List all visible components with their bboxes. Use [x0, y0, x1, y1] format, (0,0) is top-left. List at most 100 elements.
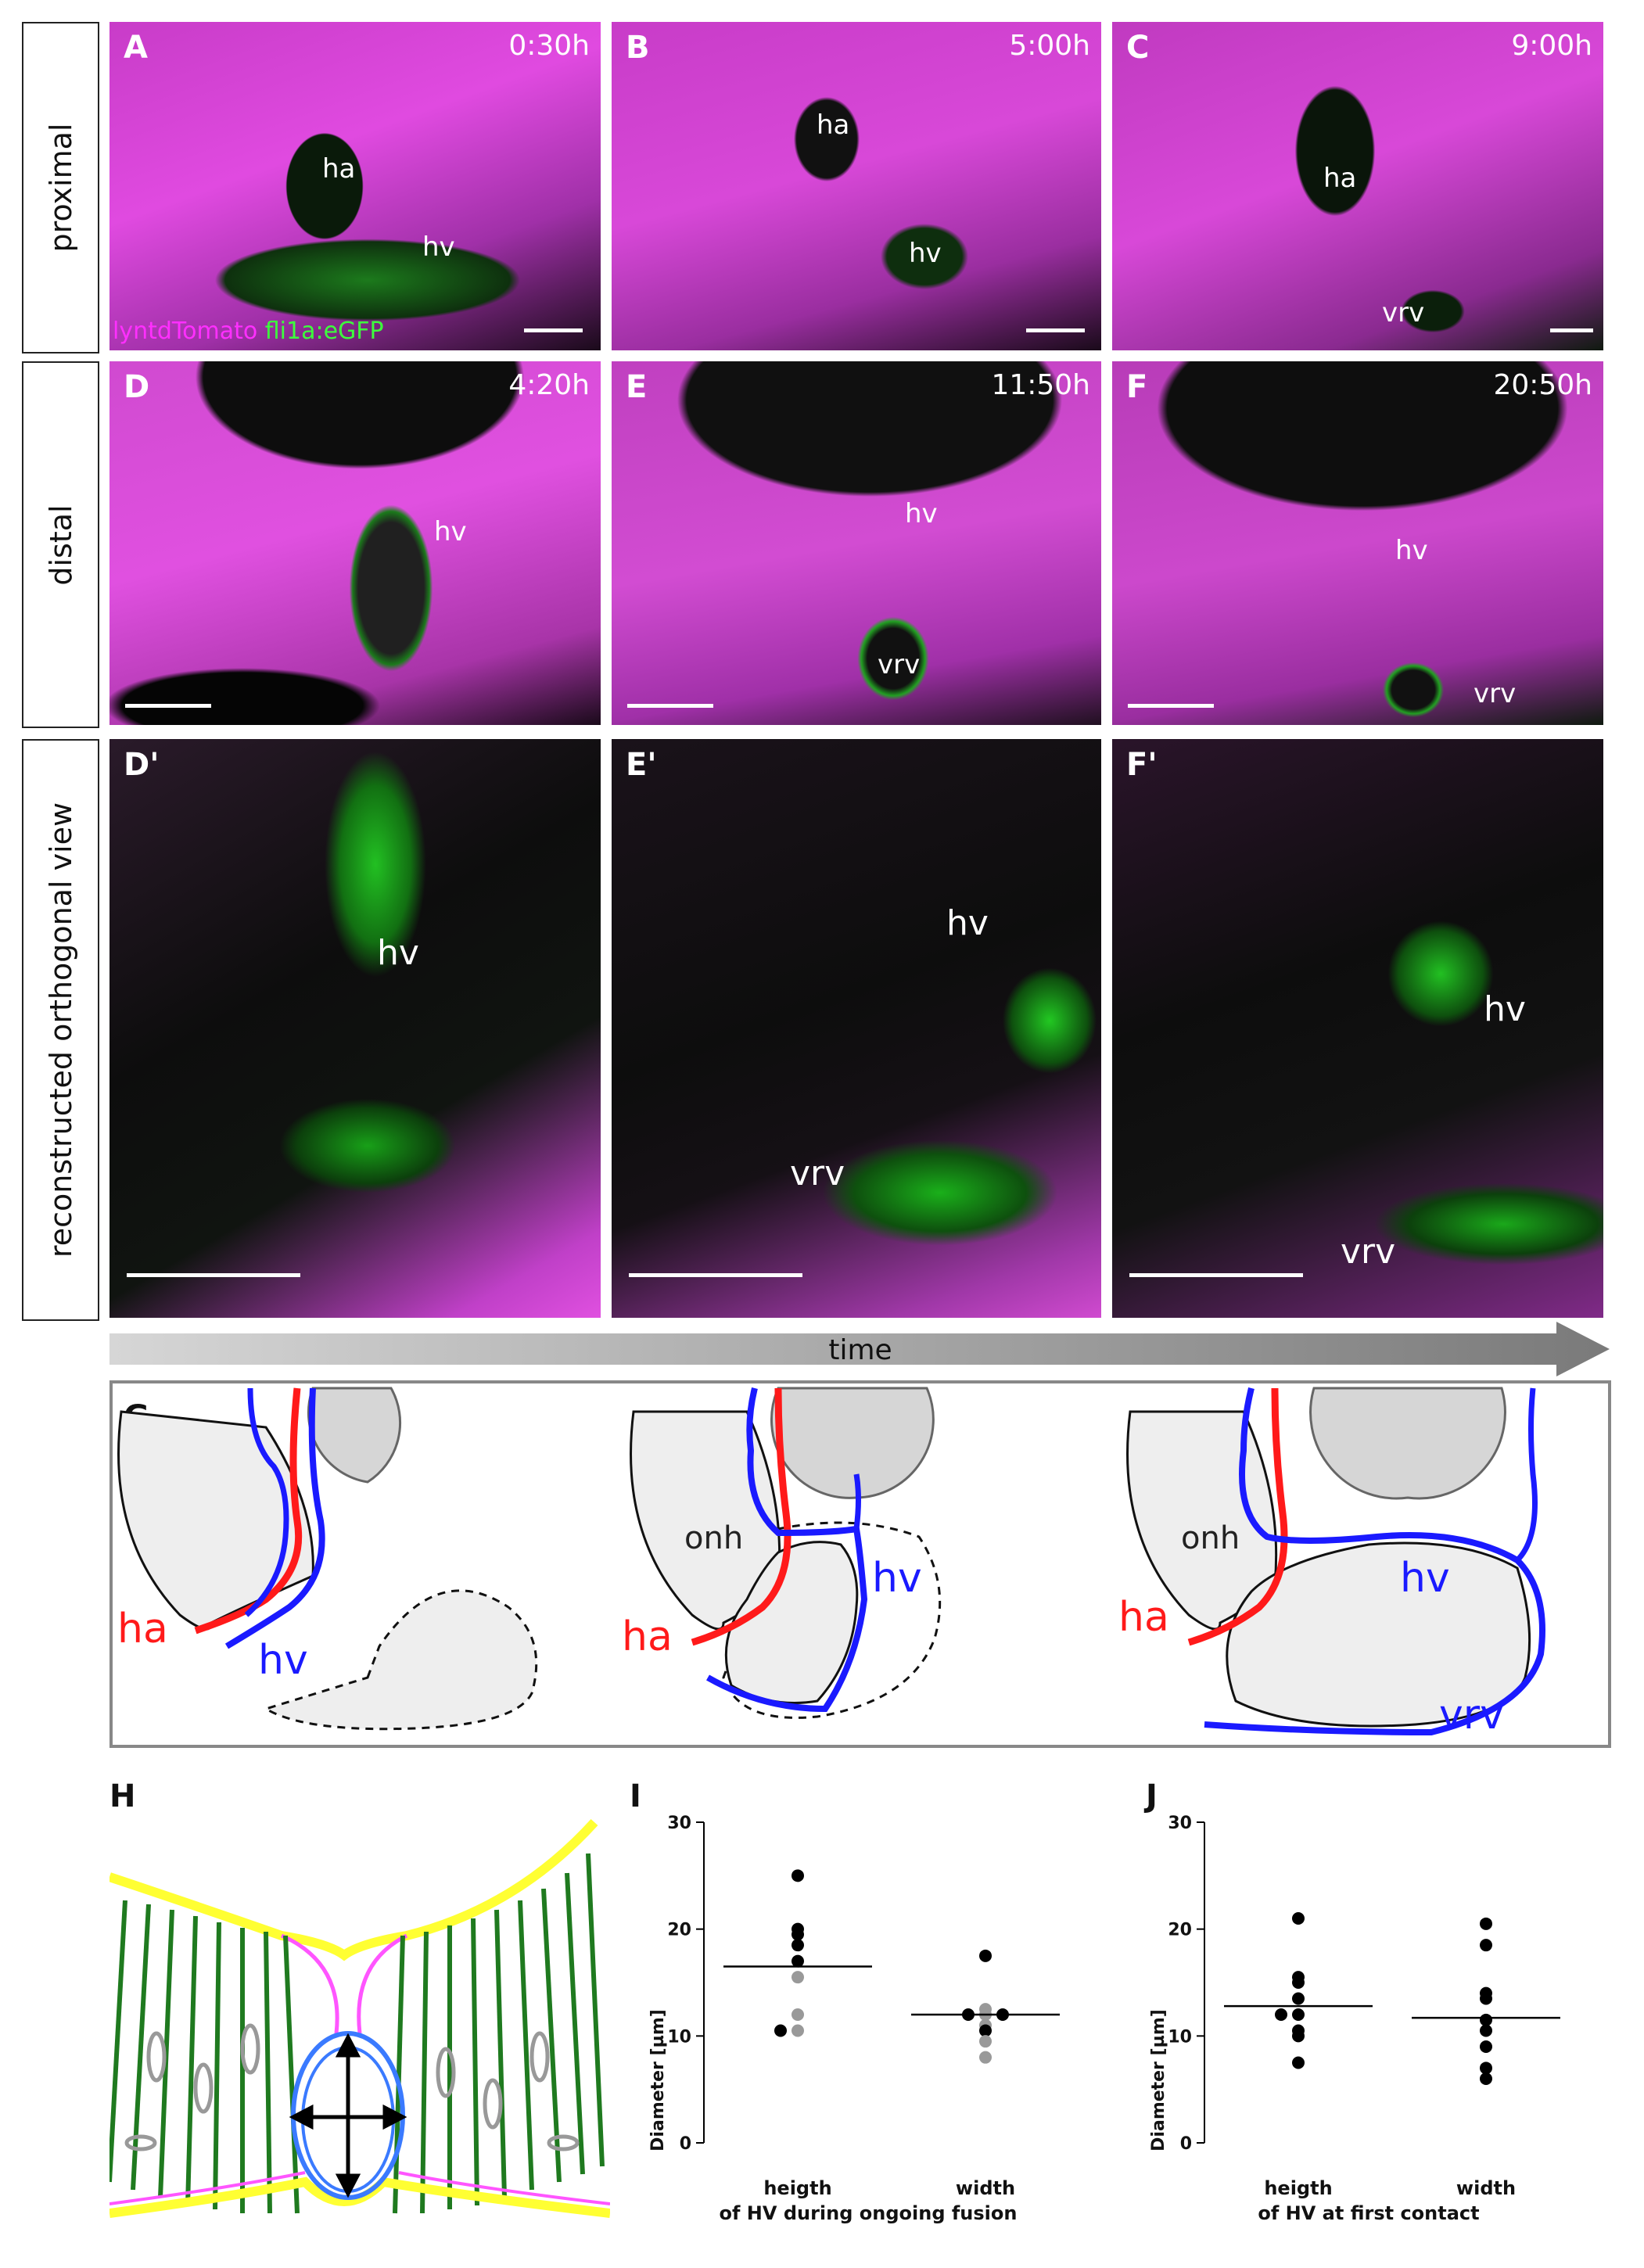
panel-letter-f: F: [1126, 369, 1148, 405]
panel-time-f: 20:50h: [1493, 369, 1592, 401]
scale-bar: [524, 328, 583, 332]
label-vrv: vrv: [1473, 678, 1517, 709]
label-hv: hv: [422, 231, 455, 263]
scale-bar: [627, 704, 713, 708]
label-ha: ha: [1323, 163, 1357, 194]
data-point: [1292, 1912, 1305, 1925]
y-axis-label: Diameter [µm]: [648, 2009, 668, 2151]
label-hv: hv: [905, 498, 938, 529]
data-point: [774, 2024, 787, 2037]
label-vrv: vrv: [878, 649, 921, 680]
data-point: [1480, 2024, 1492, 2037]
y-tick-label: 20: [667, 1921, 691, 1940]
scale-bar: [1026, 328, 1085, 332]
micrograph-panel-c: C 9:00h ha vrv: [1112, 22, 1603, 350]
data-point: [791, 1869, 804, 1882]
panel-letter-b: B: [626, 30, 650, 66]
label-onh: onh: [684, 1520, 743, 1556]
label-ha: ha: [1118, 1594, 1169, 1641]
x-category-label: width: [956, 2177, 1015, 2199]
data-point: [1480, 1939, 1492, 1952]
time-arrow-label: time: [828, 1334, 892, 1366]
label-hv: hv: [872, 1555, 922, 1602]
data-point: [1480, 1917, 1492, 1930]
panel-letter-e: E: [626, 369, 648, 405]
scale-bar: [1128, 704, 1214, 708]
schematic-stage-1: ha hv: [117, 1387, 538, 1731]
data-point: [1480, 2072, 1492, 2085]
panel-time-a: 0:30h: [508, 30, 590, 62]
row-label-orthogonal: reconstructed orthogonal view: [43, 802, 78, 1258]
panel-letter-e-prime: E': [626, 747, 657, 783]
data-point: [791, 2008, 804, 2021]
micrograph-panel-b: B 5:00h ha hv: [612, 22, 1101, 350]
micrograph-panel-a: A 0:30h ha hv lyntdTomato fli1a:eGFP: [109, 22, 601, 350]
row-label-orthogonal-box: reconstructed orthogonal view: [22, 739, 99, 1321]
label-onh: onh: [1181, 1520, 1240, 1556]
schematic-g: G ha hv onh ha hv onh ha hv vrv: [109, 1380, 1611, 1748]
row-label-proximal-box: proximal: [22, 22, 99, 353]
label-vrv: vrv: [1439, 1692, 1504, 1739]
label-hv: hv: [909, 238, 942, 269]
y-axis-label: Diameter [µm]: [1149, 2009, 1168, 2151]
label-hv: hv: [1395, 535, 1428, 566]
data-point: [979, 2024, 992, 2037]
label-vrv: vrv: [1382, 297, 1425, 328]
data-point: [791, 1928, 804, 1941]
panel-letter-d-prime: D': [124, 747, 160, 783]
y-tick-label: 10: [667, 2027, 691, 2047]
label-hv: hv: [1484, 989, 1526, 1029]
data-point: [1480, 2013, 1492, 2026]
y-tick-label: 30: [667, 1814, 691, 1833]
micrograph-panel-e-prime: E' hv vrv: [612, 739, 1101, 1318]
panel-letter-h: H: [109, 1778, 135, 1814]
scale-bar: [1550, 328, 1593, 332]
schematic-stage-2: onh ha hv: [622, 1387, 942, 1719]
x-axis-label: of HV at first contact: [1258, 2202, 1479, 2224]
legend-green: fli1a:eGFP: [264, 318, 384, 345]
label-hv: hv: [258, 1637, 308, 1684]
y-tick-label: 0: [1180, 2134, 1192, 2154]
data-point: [1480, 2040, 1492, 2053]
chart-j: J Diameter [µm] 0 10 20 30 heigth width of H…: [1143, 1778, 1560, 2224]
legend: lyntdTomato fli1a:eGFP: [113, 318, 384, 345]
chart-i: I Diameter [µm] 0 10 20 30 heigth width of H…: [630, 1778, 1060, 2224]
data-point: [979, 1949, 992, 1962]
scale-bar: [629, 1273, 802, 1277]
x-axis-label: of HV during ongoing fusion: [720, 2202, 1018, 2224]
row-label-distal-box: distal: [22, 361, 99, 728]
data-point: [1292, 2029, 1305, 2043]
label-vrv: vrv: [1341, 1232, 1396, 1272]
panel-time-c: 9:00h: [1511, 30, 1592, 62]
x-category-label: heigth: [1264, 2177, 1332, 2199]
label-ha: ha: [117, 1606, 168, 1653]
data-point: [979, 2051, 992, 2064]
label-hv: hv: [377, 933, 419, 973]
panel-time-b: 5:00h: [1009, 30, 1090, 62]
micrograph-panel-e: E 11:50h hv vrv: [612, 361, 1101, 725]
scale-bar: [1129, 1273, 1303, 1277]
data-point: [791, 1971, 804, 1984]
micrograph-panel-d-prime: D' hv: [109, 739, 601, 1318]
scale-bar: [127, 1273, 300, 1277]
data-point: [791, 1939, 804, 1952]
y-tick-label: 30: [1168, 1814, 1192, 1833]
y-tick-label: 10: [1168, 2027, 1192, 2047]
micrograph-panel-f-prime: F' hv vrv: [1112, 739, 1603, 1318]
data-point: [1292, 2008, 1305, 2021]
data-point: [979, 2035, 992, 2048]
x-category-label: heigth: [763, 2177, 831, 2199]
data-point: [1292, 2056, 1305, 2069]
panel-letter-i: I: [630, 1778, 641, 1814]
micrograph-panel-f: F 20:50h hv vrv: [1112, 361, 1603, 725]
panel-letter-f-prime: F': [1126, 747, 1158, 783]
data-point: [1292, 1976, 1305, 1989]
label-ha: ha: [622, 1613, 673, 1660]
panel-letter-a: A: [124, 30, 148, 66]
label-ha: ha: [817, 109, 850, 141]
label-ha: ha: [322, 153, 356, 185]
panel-time-d: 4:20h: [508, 369, 590, 401]
row-label-proximal: proximal: [43, 123, 78, 253]
panel-letter-j: J: [1143, 1778, 1158, 1814]
data-point: [1292, 1992, 1305, 2005]
